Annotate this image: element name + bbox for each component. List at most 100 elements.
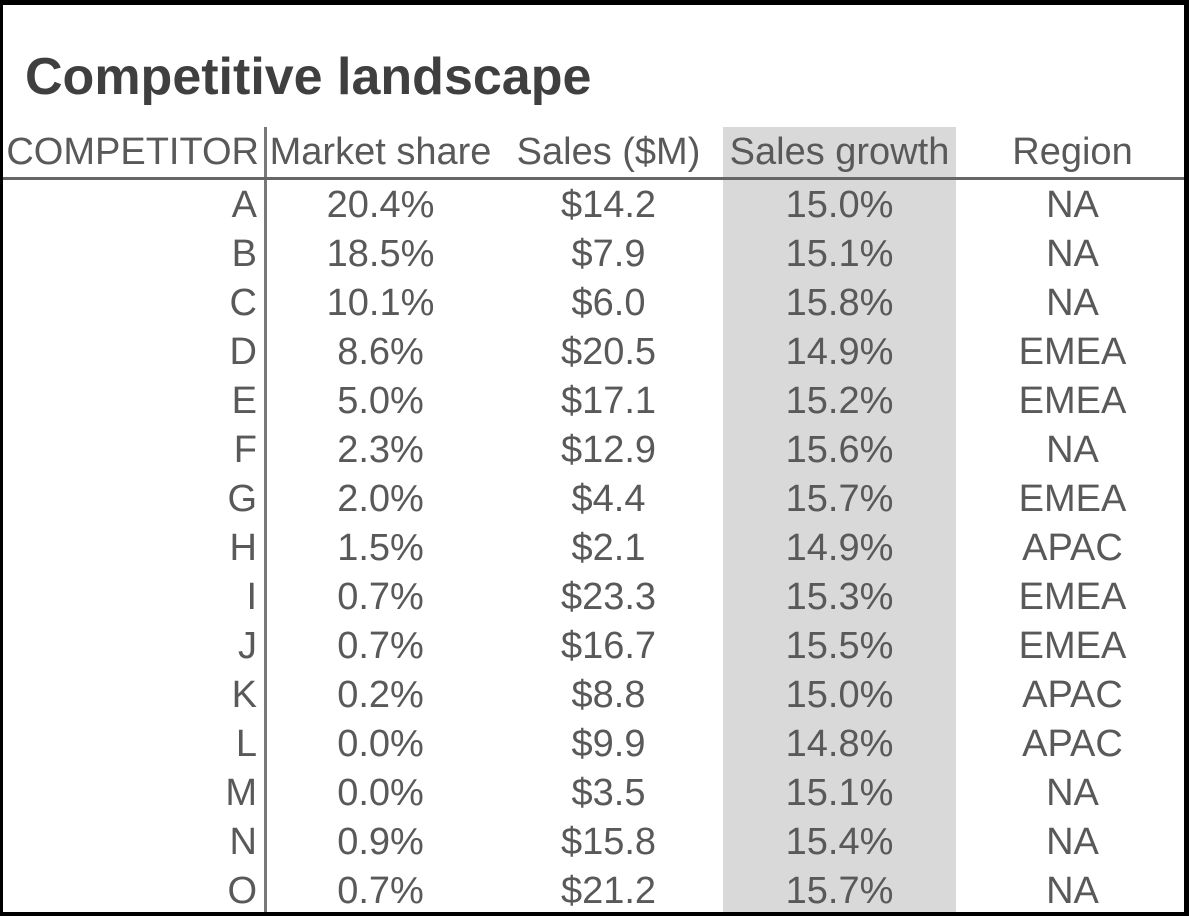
- cell-sales-growth: 15.7%: [785, 870, 894, 912]
- cell-competitor: H: [229, 527, 257, 569]
- cell-market-share: 0.7%: [337, 576, 424, 618]
- cell-sales: $8.8: [571, 674, 646, 716]
- cell-region: EMEA: [1018, 331, 1127, 373]
- cell-sales: $21.2: [560, 870, 657, 912]
- column-header-region: Region: [1012, 131, 1133, 173]
- table-header-row: COMPETITOR Market share Sales ($M) Sales…: [0, 128, 1189, 177]
- cell-region: NA: [1046, 282, 1099, 324]
- table-body: A 20.4% $14.2 15.0% NA B 18.5% $7.9 15.1% NA C 10.1…: [0, 181, 1189, 916]
- table-row: E 5.0% $17.1 15.2% EMEA: [0, 377, 1189, 426]
- cell-market-share: 8.6%: [337, 331, 424, 373]
- cell-market-share: 0.0%: [337, 772, 424, 814]
- cell-sales: $14.2: [560, 184, 657, 226]
- table-row: O 0.7% $21.2 15.7% NA: [0, 867, 1189, 916]
- cell-sales: $4.4: [571, 478, 646, 520]
- table-row: G 2.0% $4.4 15.7% EMEA: [0, 475, 1189, 524]
- cell-sales: $9.9: [571, 723, 646, 765]
- cell-sales-growth: 15.0%: [785, 674, 894, 716]
- cell-sales: $17.1: [560, 380, 657, 422]
- table-row: J 0.7% $16.7 15.5% EMEA: [0, 622, 1189, 671]
- cell-market-share: 5.0%: [337, 380, 424, 422]
- cell-competitor: I: [246, 576, 257, 618]
- page-title: Competitive landscape: [25, 47, 592, 106]
- cell-sales: $20.5: [560, 331, 657, 373]
- cell-market-share: 18.5%: [326, 233, 435, 275]
- cell-sales-growth: 15.7%: [785, 478, 894, 520]
- cell-sales-growth: 15.4%: [785, 821, 894, 863]
- cell-sales-growth: 15.5%: [785, 625, 894, 667]
- table-row: I 0.7% $23.3 15.3% EMEA: [0, 573, 1189, 622]
- cell-market-share: 2.0%: [337, 478, 424, 520]
- cell-sales-growth: 15.8%: [785, 282, 894, 324]
- cell-competitor: D: [229, 331, 257, 373]
- column-header-sales-growth: Sales growth: [729, 131, 950, 173]
- cell-sales-growth: 15.2%: [785, 380, 894, 422]
- cell-competitor: F: [233, 429, 257, 471]
- table-row: A 20.4% $14.2 15.0% NA: [0, 181, 1189, 230]
- cell-competitor: C: [229, 282, 257, 324]
- cell-region: NA: [1046, 233, 1099, 275]
- cell-competitor: J: [238, 625, 257, 667]
- cell-competitor: N: [229, 821, 257, 863]
- cell-region: NA: [1046, 184, 1099, 226]
- cell-sales: $2.1: [571, 527, 646, 569]
- cell-market-share: 20.4%: [326, 184, 435, 226]
- table-row: N 0.9% $15.8 15.4% NA: [0, 818, 1189, 867]
- table-row: B 18.5% $7.9 15.1% NA: [0, 230, 1189, 279]
- table-row: K 0.2% $8.8 15.0% APAC: [0, 671, 1189, 720]
- cell-sales: $3.5: [571, 772, 646, 814]
- cell-market-share: 0.7%: [337, 870, 424, 912]
- cell-sales: $23.3: [560, 576, 657, 618]
- column-header-sales: Sales ($M): [516, 131, 701, 173]
- cell-sales-growth: 14.9%: [785, 527, 894, 569]
- cell-region: APAC: [1022, 674, 1123, 716]
- cell-competitor: G: [227, 478, 257, 520]
- competitor-column-divider: [264, 127, 267, 916]
- cell-region: APAC: [1022, 723, 1123, 765]
- cell-market-share: 0.0%: [337, 723, 424, 765]
- cell-competitor: M: [225, 772, 257, 814]
- cell-region: EMEA: [1018, 625, 1127, 667]
- cell-competitor: E: [231, 380, 257, 422]
- cell-region: NA: [1046, 772, 1099, 814]
- cell-sales-growth: 15.0%: [785, 184, 894, 226]
- cell-market-share: 0.7%: [337, 625, 424, 667]
- cell-market-share: 10.1%: [326, 282, 435, 324]
- table-row: H 1.5% $2.1 14.9% APAC: [0, 524, 1189, 573]
- cell-region: EMEA: [1018, 478, 1127, 520]
- cell-competitor: L: [235, 723, 257, 765]
- cell-sales: $16.7: [560, 625, 657, 667]
- cell-sales: $12.9: [560, 429, 657, 471]
- cell-region: NA: [1046, 821, 1099, 863]
- table-row: F 2.3% $12.9 15.6% NA: [0, 426, 1189, 475]
- sales-growth-highlight-band: [723, 127, 956, 916]
- cell-competitor: A: [231, 184, 257, 226]
- table-row: L 0.0% $9.9 14.8% APAC: [0, 720, 1189, 769]
- cell-region: EMEA: [1018, 576, 1127, 618]
- cell-sales-growth: 15.3%: [785, 576, 894, 618]
- cell-sales-growth: 15.6%: [785, 429, 894, 471]
- cell-sales-growth: 14.9%: [785, 331, 894, 373]
- header-underline: [0, 177, 1189, 180]
- cell-competitor: K: [231, 674, 257, 716]
- table-row: M 0.0% $3.5 15.1% NA: [0, 769, 1189, 818]
- column-header-market-share: Market share: [269, 131, 492, 173]
- cell-market-share: 2.3%: [337, 429, 424, 471]
- cell-region: NA: [1046, 870, 1099, 912]
- cell-sales: $7.9: [571, 233, 646, 275]
- cell-competitor: O: [227, 870, 257, 912]
- column-header-competitor: COMPETITOR: [6, 131, 259, 173]
- cell-sales-growth: 15.1%: [785, 233, 894, 275]
- cell-market-share: 0.9%: [337, 821, 424, 863]
- table-row: C 10.1% $6.0 15.8% NA: [0, 279, 1189, 328]
- cell-sales-growth: 15.1%: [785, 772, 894, 814]
- cell-competitor: B: [231, 233, 257, 275]
- cell-region: APAC: [1022, 527, 1123, 569]
- cell-sales: $15.8: [560, 821, 657, 863]
- cell-sales: $6.0: [571, 282, 646, 324]
- cell-market-share: 1.5%: [337, 527, 424, 569]
- cell-region: NA: [1046, 429, 1099, 471]
- table-row: D 8.6% $20.5 14.9% EMEA: [0, 328, 1189, 377]
- cell-market-share: 0.2%: [337, 674, 424, 716]
